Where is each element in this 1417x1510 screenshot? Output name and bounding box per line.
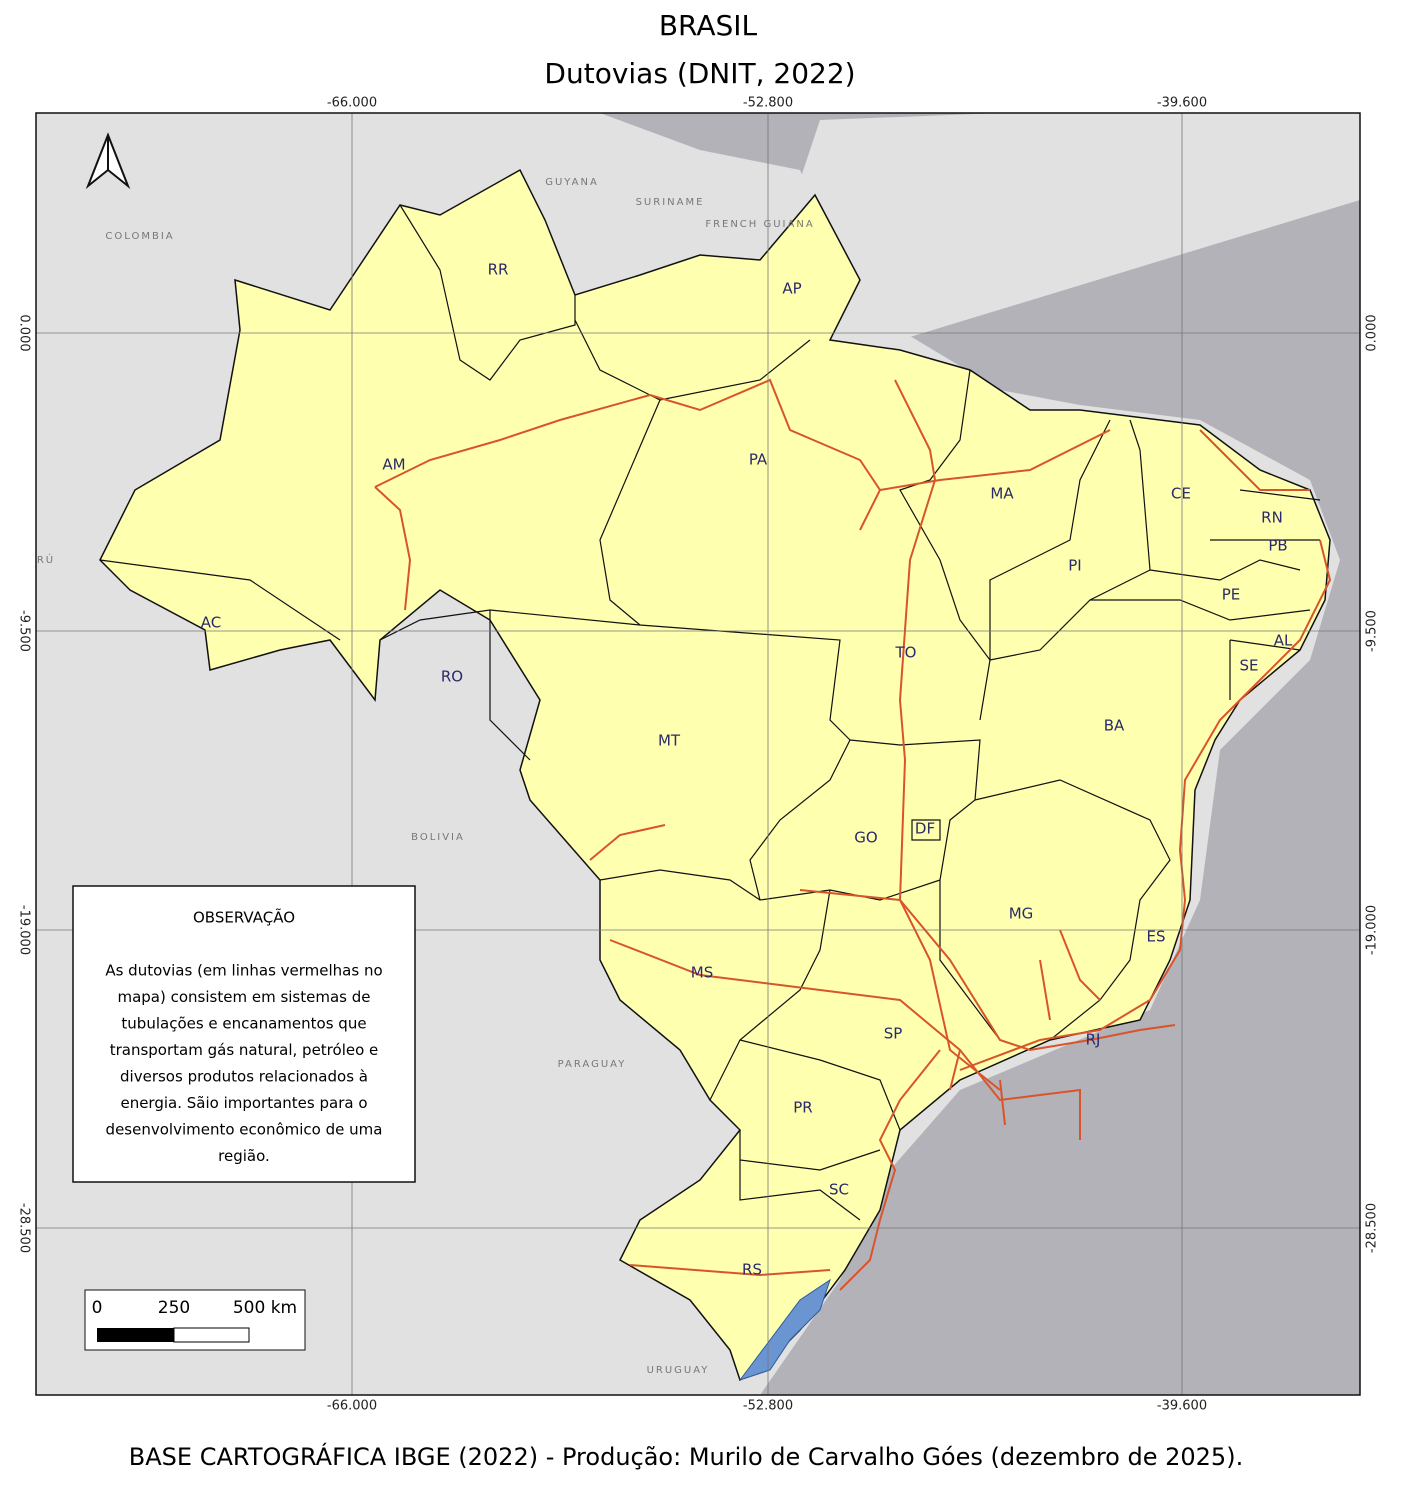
state-label: AC <box>201 614 221 632</box>
note-line: região. <box>218 1147 270 1165</box>
state-label: TO <box>895 644 917 662</box>
state-label: MT <box>658 732 681 750</box>
country-label: PARAGUAY <box>558 1059 627 1070</box>
state-label: AM <box>382 456 405 474</box>
pipelines <box>374 378 1332 1291</box>
state-label: PI <box>1068 557 1081 575</box>
note-line: desenvolvimento econômico de uma <box>106 1121 383 1139</box>
latitude-label: 0.000 <box>1365 314 1380 351</box>
note-line: tubulações e encanamentos que <box>121 1015 366 1033</box>
latitude-label: -28.500 <box>1365 1203 1380 1253</box>
note-line: mapa) consistem em sistemas de <box>117 988 370 1006</box>
country-label: FRENCH GUIANA <box>705 219 814 230</box>
state-label: AP <box>782 280 801 298</box>
latitude-label: -19.000 <box>1365 905 1380 955</box>
state-label: MG <box>1009 905 1034 923</box>
longitude-label: -66.000 <box>327 1399 377 1414</box>
state-label: AL <box>1274 632 1293 650</box>
country-label: COLOMBIA <box>105 231 174 242</box>
country-label: RÚ <box>37 553 55 566</box>
note-line: transportam gás natural, petróleo e <box>110 1041 379 1059</box>
scale-label: 0 <box>92 1298 103 1318</box>
note-title: OBSERVAÇÃO <box>193 908 295 927</box>
scale-segment <box>173 1327 250 1343</box>
title: BRASIL <box>659 9 758 42</box>
country-label: SURINAME <box>636 197 705 208</box>
state-label: MS <box>691 964 713 982</box>
state-label: RO <box>441 668 463 686</box>
longitude-label: -39.600 <box>1157 96 1207 111</box>
state-label: RN <box>1261 509 1283 527</box>
state-label: MA <box>990 485 1014 503</box>
note-line: As dutovias (em linhas vermelhas no <box>105 962 382 980</box>
latitude-label: 0.000 <box>17 314 32 351</box>
longitude-label: -52.800 <box>743 96 793 111</box>
longitude-label: -39.600 <box>1157 1399 1207 1414</box>
subtitle: Dutovias (DNIT, 2022) <box>544 57 855 90</box>
state-label: PR <box>793 1099 812 1117</box>
state-label: GO <box>854 829 877 847</box>
lagoon <box>738 1278 831 1381</box>
state-label: RR <box>488 261 509 279</box>
state-label: DF <box>915 820 935 838</box>
note-line: diversos produtos relacionados à <box>120 1068 368 1086</box>
state-label: SP <box>884 1025 903 1043</box>
country-label: GUYANA <box>545 177 599 188</box>
state-label: SE <box>1240 657 1259 675</box>
map-frame <box>35 112 1361 1396</box>
state-label: PB <box>1268 537 1287 555</box>
state-borders <box>99 204 1321 1221</box>
state-label: PA <box>749 451 768 469</box>
state-label: BA <box>1104 717 1125 735</box>
state-label: ES <box>1147 928 1166 946</box>
state-label: SC <box>829 1181 849 1199</box>
country-label: URUGUAY <box>647 1365 710 1376</box>
state-label: CE <box>1171 485 1191 503</box>
country-label: BOLIVIA <box>411 832 465 843</box>
latitude-label: -9.500 <box>17 610 32 652</box>
longitude-label: -66.000 <box>327 96 377 111</box>
note-box <box>72 885 416 1183</box>
north-land <box>36 113 1360 340</box>
longitude-label: -52.800 <box>743 1399 793 1414</box>
scale-segment <box>97 1328 174 1342</box>
latitude-label: -9.500 <box>1365 610 1380 652</box>
brazil <box>99 168 1331 1382</box>
footer: BASE CARTOGRÁFICA IBGE (2022) - Produção… <box>129 1442 1243 1471</box>
state-label: PE <box>1222 586 1241 604</box>
latitude-label: -19.000 <box>17 905 32 955</box>
latitude-label: -28.500 <box>17 1203 32 1253</box>
state-label: RJ <box>1086 1031 1101 1049</box>
note-line: energia. Sãio importantes para o <box>120 1094 367 1112</box>
north-arrow <box>85 132 131 190</box>
state-label: RS <box>742 1261 762 1279</box>
scale-label: 250 <box>158 1298 190 1318</box>
scale-label: 500 km <box>233 1298 297 1318</box>
